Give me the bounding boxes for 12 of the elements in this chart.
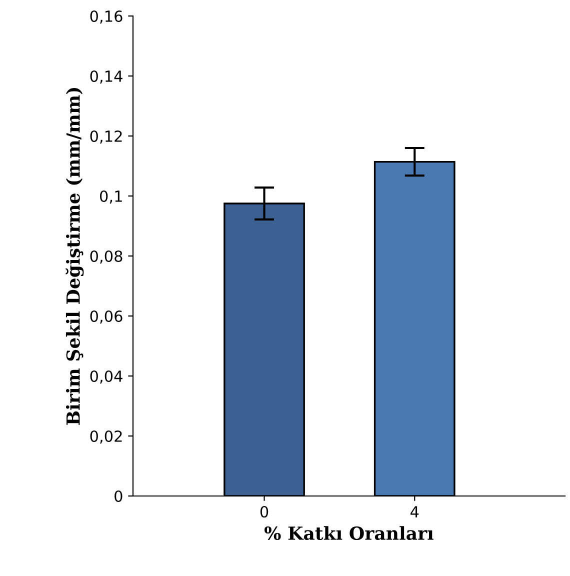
y-tick-label: 0,06: [90, 310, 122, 324]
y-tick-label: 0,02: [90, 430, 122, 444]
y-tick-label: 0,1: [100, 190, 122, 204]
y-tick-label: 0,14: [90, 70, 122, 84]
x-axis-title: % Katkı Oranları: [264, 526, 434, 540]
y-tick-label: 0: [114, 490, 122, 502]
y-tick-label: 0,12: [90, 130, 122, 144]
x-tick-label: 4: [410, 506, 419, 518]
y-axis-title: Birim Şekil Değiştirme (mm/mm): [66, 88, 84, 425]
y-tick-label: 0,08: [90, 250, 122, 264]
y-tick-label: 0,16: [90, 10, 122, 24]
y-tick-label: 0,04: [90, 370, 122, 384]
